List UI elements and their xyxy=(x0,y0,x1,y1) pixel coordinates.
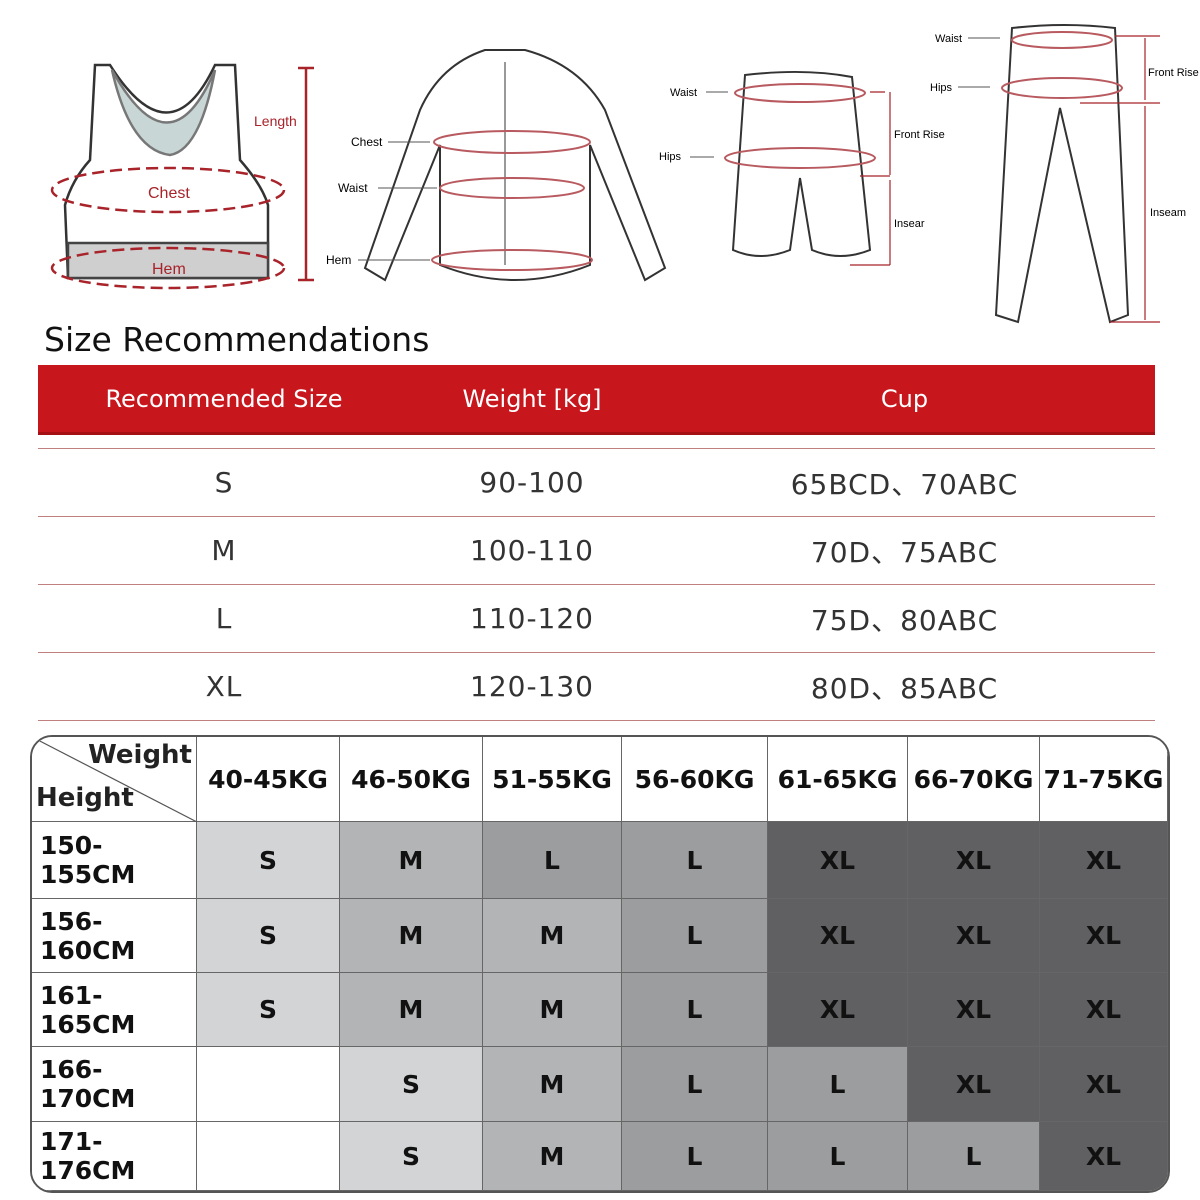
height-row-header: 166-170CM xyxy=(32,1047,197,1122)
jersey-chest-label: Chest xyxy=(351,135,383,149)
size-cell: S xyxy=(340,1047,483,1122)
size-cell: XL xyxy=(768,899,908,973)
size-cell: XL xyxy=(1040,973,1168,1047)
cup-cell: 75D、80ABC xyxy=(810,603,999,637)
size-cell: M xyxy=(340,822,483,899)
size-cell: XL xyxy=(1040,1122,1168,1191)
cup-cell: 70D、75ABC xyxy=(810,535,999,569)
size-cell: M xyxy=(483,1122,622,1191)
size-cell: S xyxy=(197,973,340,1047)
height-row-header: 161-165CM xyxy=(32,973,197,1047)
size-cell: L xyxy=(768,1047,908,1122)
header-cup: Cup xyxy=(880,384,929,413)
size-cell: L xyxy=(215,602,233,635)
weight-column-header: 61-65KG xyxy=(768,737,908,822)
size-cell: XL xyxy=(908,973,1040,1047)
cup-cell: 65BCD、70ABC xyxy=(790,467,1019,501)
size-cell: XL xyxy=(1040,822,1168,899)
sports-bra-diagram xyxy=(50,63,314,290)
tights-front-rise-label: Front Rise xyxy=(1148,67,1199,79)
tights-diagram xyxy=(958,24,1160,324)
size-cell xyxy=(197,1122,340,1191)
jersey-waist-label: Waist xyxy=(338,181,368,195)
tights-waist-label: Waist xyxy=(935,33,962,45)
size-cell: XL xyxy=(1040,899,1168,973)
weight-column-header: 51-55KG xyxy=(483,737,622,822)
size-cell: XL xyxy=(205,670,243,703)
size-cell: S xyxy=(214,466,234,499)
size-cell: L xyxy=(768,1122,908,1191)
table-row: M 100-110 70D、75ABC xyxy=(38,517,1155,585)
garment-illustrations: Length Chest Hem Chest Waist Hem Waist H… xyxy=(50,24,1199,324)
header-size: Recommended Size xyxy=(105,384,343,413)
shorts-diagram xyxy=(690,70,891,266)
size-cell: S xyxy=(197,822,340,899)
size-cell: XL xyxy=(908,822,1040,899)
size-cell: XL xyxy=(768,822,908,899)
weight-column-header: 66-70KG xyxy=(908,737,1040,822)
size-cell: XL xyxy=(908,1047,1040,1122)
table-row: L 110-120 75D、80ABC xyxy=(38,585,1155,653)
diagonal-divider xyxy=(32,737,197,822)
bra-hem-label: Hem xyxy=(152,261,186,278)
table-row: XL 120-130 80D、85ABC xyxy=(38,653,1155,721)
size-cell: M xyxy=(340,899,483,973)
size-cell: M xyxy=(211,534,237,567)
size-cell: L xyxy=(622,899,768,973)
height-row-header: 171-176CM xyxy=(32,1122,197,1191)
size-cell: L xyxy=(622,822,768,899)
tights-hips-label: Hips xyxy=(930,82,953,94)
size-cell: XL xyxy=(1040,1047,1168,1122)
height-row-header: 150-155CM xyxy=(32,822,197,899)
jersey-diagram xyxy=(358,49,667,282)
size-cell xyxy=(197,1047,340,1122)
page-title: Size Recommendations xyxy=(44,320,430,359)
size-cell: L xyxy=(622,1122,768,1191)
header-weight: Weight [kg] xyxy=(462,384,602,413)
size-cell: XL xyxy=(768,973,908,1047)
table-row: S 90-100 65BCD、70ABC xyxy=(38,449,1155,517)
weight-cell: 110-120 xyxy=(470,602,594,635)
size-cell: XL xyxy=(908,899,1040,973)
size-grid-table: Weight Height 40-45KG 46-50KG 51-55KG 56-60… xyxy=(30,735,1170,1193)
height-row-header: 156-160CM xyxy=(32,899,197,973)
shorts-front-rise-label: Front Rise xyxy=(894,129,945,141)
weight-column-header: 46-50KG xyxy=(340,737,483,822)
size-cell: M xyxy=(483,899,622,973)
shorts-inseam-label: Insear xyxy=(894,218,925,230)
weight-axis-label: Weight xyxy=(88,740,192,770)
size-cell: S xyxy=(340,1122,483,1191)
weight-cell: 100-110 xyxy=(470,534,594,567)
size-recommendation-table: Recommended Size Weight [kg] Cup S 90-100… xyxy=(38,365,1155,721)
size-cell: L xyxy=(483,822,622,899)
weight-column-header: 56-60KG xyxy=(622,737,768,822)
weight-cell: 90-100 xyxy=(479,466,585,499)
tights-inseam-label: Inseam xyxy=(1150,207,1186,219)
size-cell: L xyxy=(622,973,768,1047)
height-axis-label: Height xyxy=(36,783,134,813)
size-cell: M xyxy=(483,973,622,1047)
size-cell: S xyxy=(197,899,340,973)
cup-cell: 80D、85ABC xyxy=(810,671,999,705)
divider xyxy=(38,435,1155,449)
weight-cell: 120-130 xyxy=(470,670,594,703)
shorts-hips-label: Hips xyxy=(659,151,682,163)
bra-chest-label: Chest xyxy=(148,185,190,202)
weight-column-header: 40-45KG xyxy=(197,737,340,822)
jersey-hem-label: Hem xyxy=(326,253,351,267)
table-header: Recommended Size Weight [kg] Cup xyxy=(38,365,1155,435)
size-cell: L xyxy=(908,1122,1040,1191)
bra-length-label: Length xyxy=(254,113,297,129)
grid-corner: Weight Height xyxy=(32,737,197,822)
weight-column-header: 71-75KG xyxy=(1040,737,1168,822)
size-cell: L xyxy=(622,1047,768,1122)
shorts-waist-label: Waist xyxy=(670,87,697,99)
size-cell: M xyxy=(483,1047,622,1122)
size-cell: M xyxy=(340,973,483,1047)
